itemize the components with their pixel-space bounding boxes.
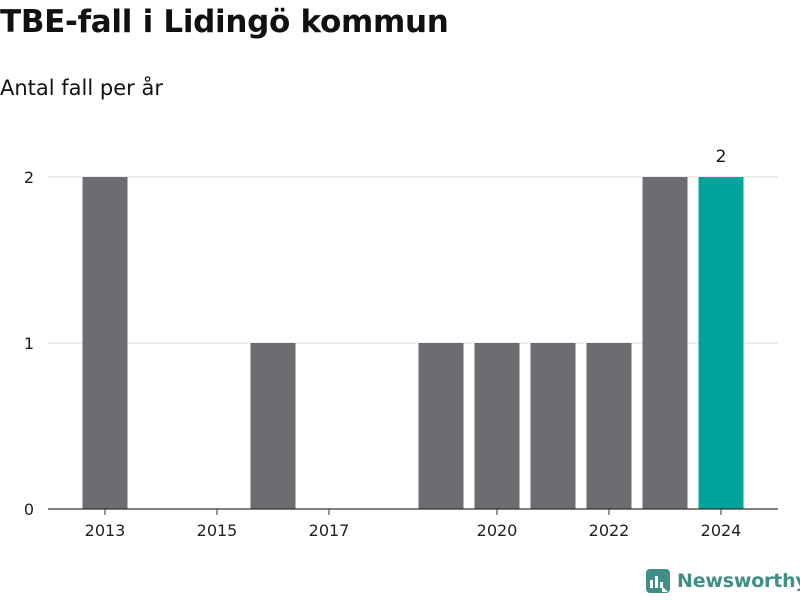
bar [586,343,632,509]
y-tick-label: 0 [24,500,34,519]
x-tick-label: 2013 [85,521,126,540]
chart-subtitle: Antal fall per år [0,76,163,100]
bar [530,343,576,509]
x-tick-label: 2024 [701,521,742,540]
x-tick-label: 2022 [589,521,630,540]
bar [642,177,688,509]
bar [698,177,744,509]
bar-chart: 0 1 2 2 2013 2015 2017 2020 2022 2024 [24,147,778,540]
bar [474,343,520,509]
x-tick-label: 2020 [477,521,518,540]
brand-logo: Newsworthy [645,568,800,594]
y-tick-label: 1 [24,334,34,353]
bar [82,177,128,509]
bar [418,343,464,509]
bar [250,343,296,509]
brand-name: Newsworthy [677,570,800,592]
x-tick-label: 2017 [309,521,350,540]
x-tick-label: 2015 [197,521,238,540]
chart-title: TBE-fall i Lidingö kommun [0,4,449,40]
y-tick-label: 2 [24,168,34,187]
newsworthy-logo-icon [646,569,670,593]
data-label: 2 [716,147,727,167]
